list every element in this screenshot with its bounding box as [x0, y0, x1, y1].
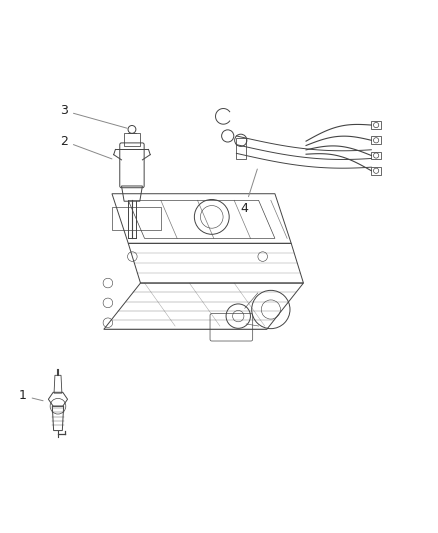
Bar — [124, 133, 140, 146]
Bar — [371, 167, 381, 175]
Text: 1: 1 — [19, 389, 43, 402]
Bar — [371, 151, 381, 159]
Text: 3: 3 — [60, 104, 127, 128]
Text: 4: 4 — [241, 169, 257, 215]
Text: 2: 2 — [60, 135, 112, 159]
Bar — [371, 121, 381, 129]
Bar — [237, 138, 246, 158]
Bar — [371, 136, 381, 144]
